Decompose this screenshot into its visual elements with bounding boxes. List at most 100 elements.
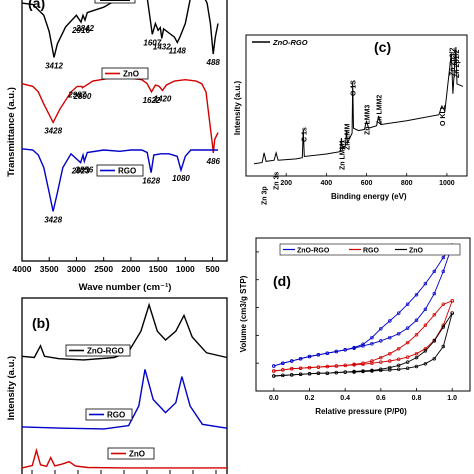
panel-d-point <box>396 363 401 368</box>
panel-d-point <box>432 269 437 274</box>
panel-d-point <box>414 333 419 337</box>
panel-d-x-tick-label: 0.2 <box>305 395 315 402</box>
panel-d-point <box>405 355 410 359</box>
panel-c-peak-label: Zn LMM2 <box>377 95 384 125</box>
panel-b-letter: (b) <box>32 315 50 331</box>
panel-c-peak-label: Zn 3s <box>274 172 281 190</box>
panel-d-point <box>414 355 419 360</box>
panel-d-point <box>281 361 285 365</box>
panel-d-x-tick-label: 0.4 <box>340 395 350 402</box>
panel-a-peak-label: 486 <box>206 157 221 166</box>
panel-c-letter: (c) <box>374 39 391 55</box>
panel-d-point <box>414 292 419 297</box>
panel-c-legend-label: ZnO-RGO <box>272 38 308 47</box>
panel-d-point <box>352 362 356 367</box>
panel-a-series-line-1 <box>21 77 219 153</box>
panel-d-point <box>281 373 285 378</box>
panel-a-peak-label: 2923 <box>71 167 90 176</box>
panel-d-series-0-adsorption <box>273 245 453 367</box>
panel-d-point <box>423 323 428 328</box>
panel-a-legend-label: ZnO <box>123 70 139 79</box>
panel-c-x-tick-label: 200 <box>280 180 292 187</box>
panel-d-point <box>388 319 392 323</box>
panel-d-point <box>423 361 428 366</box>
panel-d-point <box>405 302 410 306</box>
panel-a-peak-label: 2916 <box>71 26 90 35</box>
panel-d-legend-label: RGO <box>363 248 380 255</box>
panel-a-peak-label: 1148 <box>169 46 187 55</box>
panel-b-legend: ZnO-RGO RGO ZnO <box>65 344 155 460</box>
panel-d-point <box>370 368 374 373</box>
panel-a-legend-box-top <box>94 0 136 4</box>
panel-c-series <box>253 46 464 165</box>
panel-c-peak-label: Zn LMM <box>345 123 352 150</box>
panel-c-peak-label: Zn 2p3/2 <box>449 47 456 76</box>
panel-d-series <box>272 243 454 378</box>
panel-a-ylabel: Transmittance (a.u.) <box>6 87 17 177</box>
panel-d-ticks: 0.0 0.2 0.4 0.6 0.8 1.0 <box>256 251 457 402</box>
panel-a-peak-label: 2890 <box>73 92 92 101</box>
panel-c-peak-label: Zn LMM3 <box>365 105 372 135</box>
panel-d-point <box>388 335 392 340</box>
panel-a-frame <box>21 0 228 262</box>
panel-d-point <box>432 291 437 296</box>
panel-d-point <box>441 302 446 306</box>
panel-d-point <box>316 353 321 357</box>
panel-a: (a) Transmittance (a.u.) Wave number (cm… <box>6 0 228 293</box>
panel-d-point <box>396 331 401 336</box>
panel-d-point <box>432 313 437 317</box>
panel-d-legend-box <box>279 243 461 256</box>
panel-d-point <box>396 367 401 372</box>
panel-d-point <box>352 345 356 350</box>
panel-a-letter: (a) <box>28 0 45 11</box>
panel-d-point <box>450 311 454 315</box>
panel-d-point <box>441 269 446 274</box>
panel-d-point <box>325 371 330 375</box>
panel-d-point <box>423 307 428 311</box>
panel-a-xlabel: Wave number (cm⁻¹) <box>79 282 172 293</box>
panel-d-point <box>388 351 392 356</box>
panel-d-point <box>272 374 276 378</box>
panel-c-peak-label: O 1S <box>351 80 358 96</box>
panel-d-point <box>379 339 383 343</box>
panel-d-point <box>370 361 374 365</box>
panel-d-point <box>289 366 294 371</box>
panel-d-point <box>281 368 285 372</box>
panel-a-series-line-2 <box>21 148 218 212</box>
panel-d-x-tick-label: 0.6 <box>376 395 386 402</box>
panel-d-point <box>361 369 365 373</box>
panel-c-x-tick-label: 1000 <box>439 180 455 187</box>
panel-d-series-1-adsorption <box>273 300 453 372</box>
panel-d-point <box>343 348 347 352</box>
panel-a-x-tick-label: 2000 <box>121 264 140 274</box>
panel-d: (d) Volume (cm3/g STP) Relative pressure… <box>239 237 471 416</box>
panel-d-frame <box>255 237 471 392</box>
panel-d-point <box>325 351 330 355</box>
panel-a-peak-label: 1080 <box>172 174 190 183</box>
panel-d-point <box>289 373 294 377</box>
panel-d-point <box>396 311 401 315</box>
panel-c-x-tick-label: 800 <box>401 180 413 187</box>
panel-d-point <box>325 364 330 369</box>
panel-d-point <box>414 318 419 323</box>
panel-d-point <box>405 360 410 364</box>
panel-a-peak-label: 2987 <box>67 90 86 99</box>
panel-a-peak-label: 2856 <box>74 165 93 174</box>
panel-a-x-tick-label: 1500 <box>149 264 168 274</box>
panel-b-legend-box <box>65 344 131 357</box>
panel-d-series-2-desorption <box>273 312 453 377</box>
panel-d-point <box>388 359 392 363</box>
panel-d-legend-label: ZnO <box>409 248 424 255</box>
panel-b-x-ticks <box>31 470 217 474</box>
panel-d-point <box>272 364 276 368</box>
panel-d-point <box>316 365 321 369</box>
panel-d-series-0-desorption <box>273 244 453 367</box>
panel-d-point <box>370 359 374 363</box>
panel-c-xlabel: Binding energy (eV) <box>331 192 407 201</box>
panel-b-ylabel: Intensity (a.u.) <box>6 356 17 420</box>
panel-a-peak-label: 2842 <box>75 24 94 33</box>
panel-d-point <box>361 361 365 365</box>
panel-b-series <box>21 302 228 469</box>
